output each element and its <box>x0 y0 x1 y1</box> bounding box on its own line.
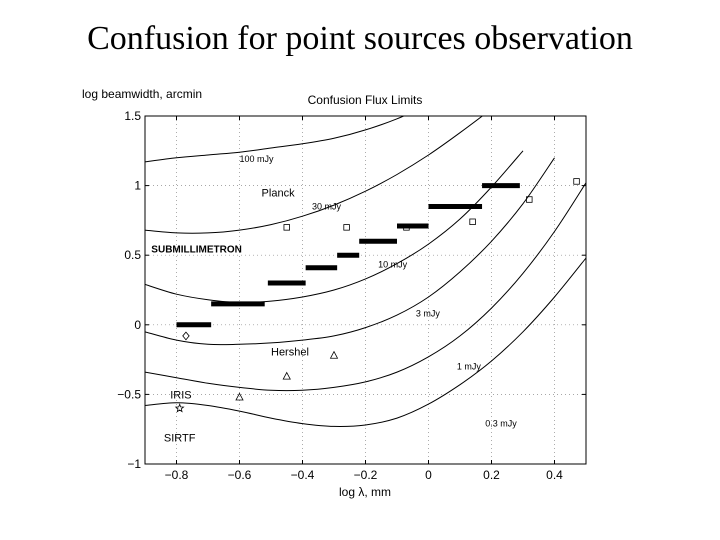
curve-annotation: 3 mJy <box>416 308 441 318</box>
curve-annotation: 10 mJy <box>378 260 408 270</box>
curve-annotation: 100 mJy <box>240 154 275 164</box>
curve-annotation: 1 mJy <box>457 361 482 371</box>
y-tick-label: 0.5 <box>124 248 141 262</box>
curve-annotation: Hershel <box>271 346 309 358</box>
planck-marker <box>526 196 533 203</box>
y-tick-label: −1 <box>127 457 141 471</box>
confusion-curve <box>145 116 405 163</box>
planck-marker <box>573 178 580 185</box>
y-axis-label: log beamwidth, arcmin <box>82 87 202 101</box>
x-tick-label: −0.4 <box>291 468 315 482</box>
planck-marker <box>343 224 350 231</box>
y-tick-label: 0 <box>134 318 141 332</box>
y-tick-label: −0.5 <box>117 387 141 401</box>
curve-annotation: IRIS <box>170 390 191 402</box>
curve-annotation: SUBMILLIMETRON <box>151 244 242 255</box>
iris-marker <box>182 331 190 341</box>
confusion-curve <box>145 150 524 304</box>
x-tick-label: 0.4 <box>546 468 563 482</box>
marker-layer <box>174 178 580 413</box>
planck-marker <box>469 218 476 225</box>
annotation-layer: 100 mJy 30 mJy 10 mJy 3 mJy 1 mJy 0.3 mJy Plan… <box>151 154 517 445</box>
hershel-marker <box>329 350 339 359</box>
confusion-curve <box>145 116 484 234</box>
x-tick-label: 0.2 <box>483 468 500 482</box>
bar-layer <box>176 183 520 328</box>
hershel-marker <box>282 371 291 380</box>
hershel-marker <box>235 392 244 401</box>
slide-title: Confusion for point sources observation <box>87 20 633 57</box>
sirtf-marker <box>174 403 185 413</box>
curve-annotation: Planck <box>262 188 296 200</box>
planck-marker <box>283 224 290 231</box>
planck-marker <box>403 224 410 231</box>
y-tick-label: 1 <box>134 179 141 193</box>
y-tick-label: 1.5 <box>124 109 141 123</box>
chart-title: Confusion Flux Limits <box>308 93 423 107</box>
x-tick-label: 0 <box>425 468 432 482</box>
confusion-curve <box>145 257 586 427</box>
x-tick-label: −0.8 <box>165 468 189 482</box>
x-tick-label: −0.2 <box>354 468 378 482</box>
curve-annotation: 0.3 mJy <box>485 418 517 428</box>
curve-annotation: SIRTF <box>164 433 196 445</box>
curve-annotation: 30 mJy <box>312 201 342 211</box>
x-tick-label: −0.6 <box>228 468 252 482</box>
confusion-curve <box>145 182 586 392</box>
axis-layer: −0.8 −0.6 −0.4 −0.2 0 0.2 0.4 −1 −0.5 0 0.5 1 1.5 <box>117 109 587 482</box>
x-axis-label: log λ, mm <box>339 485 391 499</box>
grid-layer <box>145 115 586 465</box>
confusion-curve <box>145 157 555 346</box>
curve-layer <box>145 116 586 427</box>
